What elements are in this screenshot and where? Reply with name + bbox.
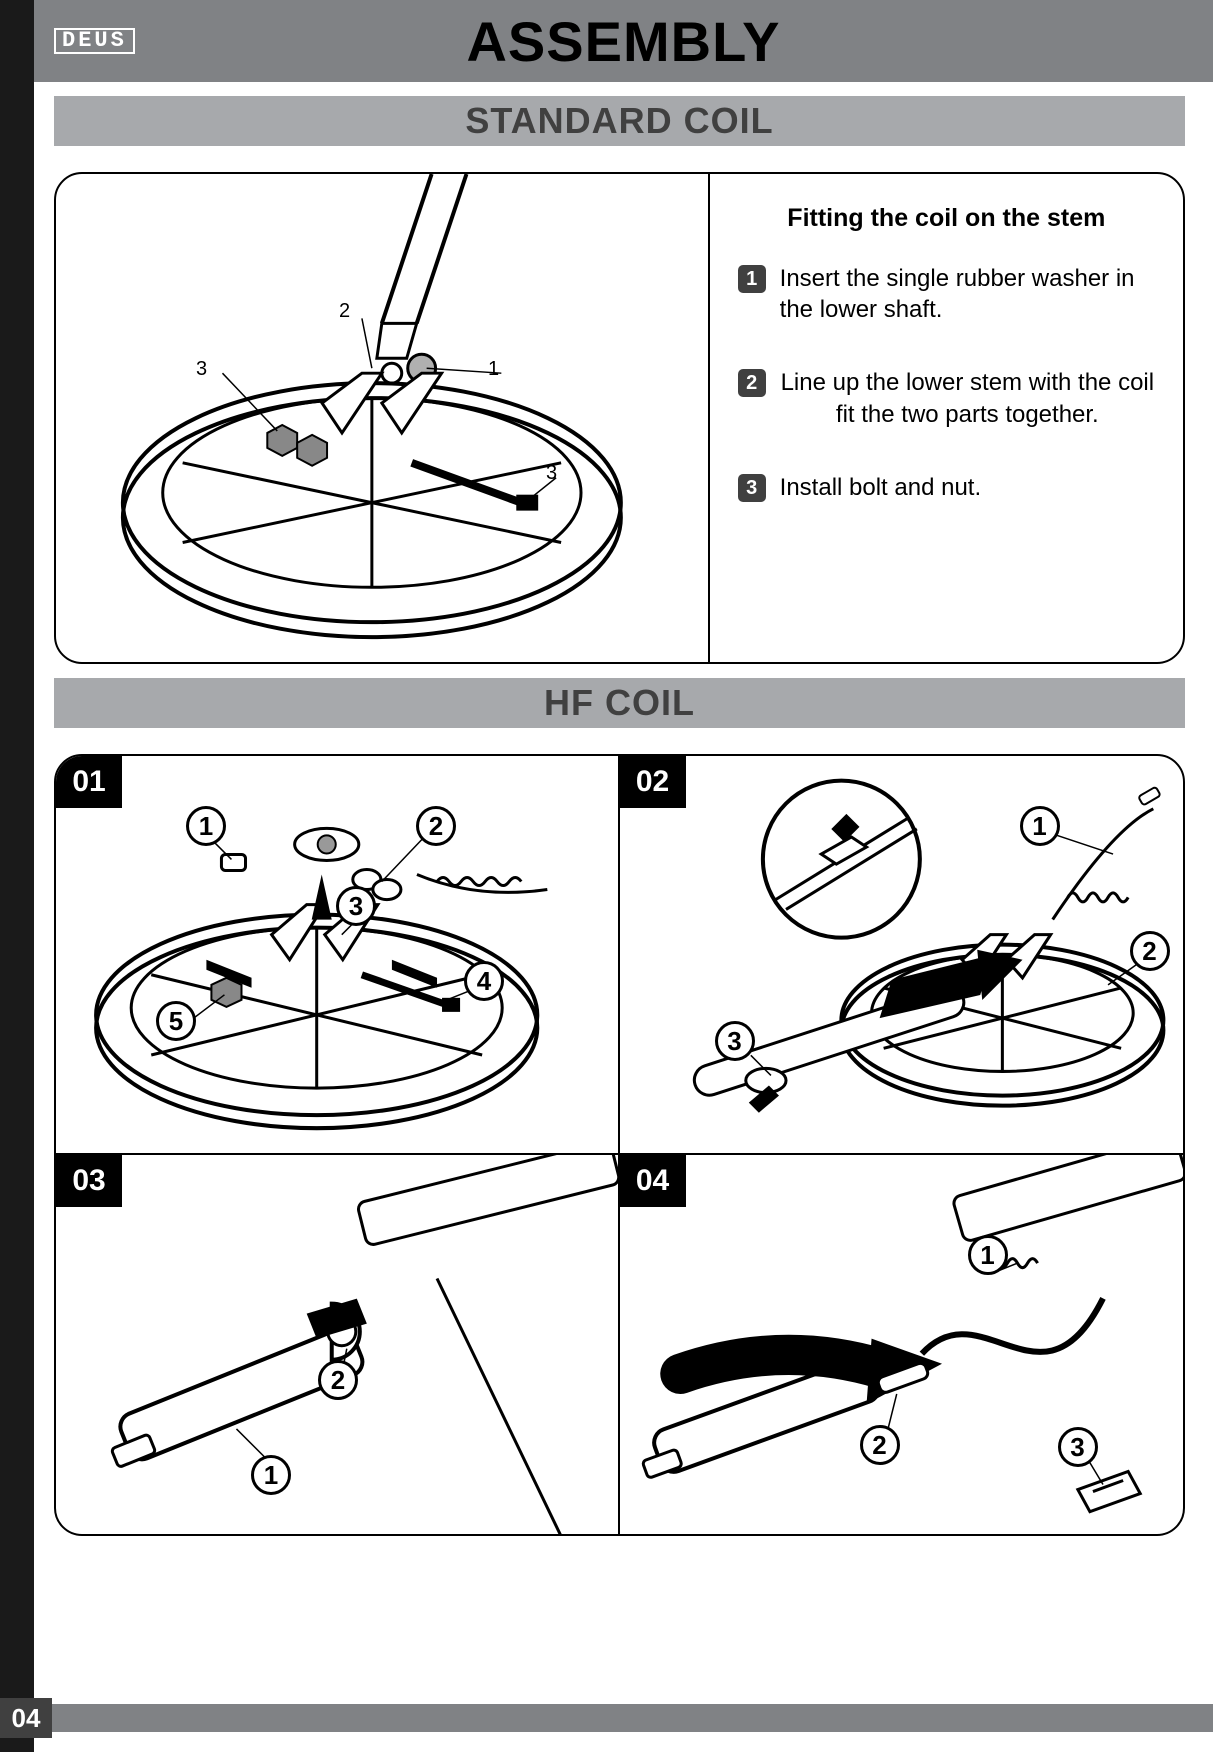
callout-04-2: 2	[860, 1425, 900, 1465]
left-margin-bar	[0, 0, 34, 1752]
standard-coil-instructions: Fitting the coil on the stem 1 Insert th…	[710, 174, 1183, 662]
diagram-label-2: 2	[339, 300, 350, 323]
callout-04-1: 1	[968, 1235, 1008, 1275]
callout-01-3: 3	[336, 886, 376, 926]
callout-01-2: 2	[416, 806, 456, 846]
section-heading-standard: STANDARD COIL	[54, 96, 1185, 146]
step-text-3: Install bolt and nut.	[780, 472, 981, 503]
diagram-label-3a: 3	[196, 358, 207, 381]
page-title: ASSEMBLY	[466, 9, 780, 74]
panel-number-03: 03	[56, 1155, 122, 1207]
brand-logo: DĒUS	[54, 28, 135, 54]
callout-02-1: 1	[1020, 806, 1060, 846]
diagram-label-3b: 3	[546, 462, 557, 485]
step-badge-1: 1	[738, 265, 766, 293]
hf-diagram-03	[56, 1155, 618, 1536]
step-1: 1 Insert the single rubber washer in the…	[738, 263, 1155, 325]
hf-panel-02: 02	[620, 756, 1184, 1155]
page-number: 04	[0, 1698, 52, 1738]
callout-02-2: 2	[1130, 931, 1170, 971]
page-inner: STANDARD COIL	[34, 96, 1213, 1536]
panel-number-01: 01	[56, 756, 122, 808]
hf-coil-figure-box: 01	[54, 754, 1185, 1536]
page-content: DĒUS ASSEMBLY STANDARD COIL	[34, 0, 1213, 1536]
coil-illustration	[56, 174, 708, 662]
callout-04-3: 3	[1058, 1427, 1098, 1467]
callout-02-3: 3	[715, 1021, 755, 1061]
step-text-1: Insert the single rubber washer in the l…	[780, 263, 1155, 325]
step-text-2: Line up the lower stem with the coil fit…	[780, 367, 1155, 429]
hf-diagram-02	[620, 756, 1184, 1153]
logo-text: DĒUS	[54, 28, 135, 54]
title-banner: DĒUS ASSEMBLY	[34, 0, 1213, 82]
diagram-label-1: 1	[488, 358, 499, 381]
standard-coil-figure-box: 3 2 1 3 Fitting the coil on the stem 1 I…	[54, 172, 1185, 664]
hf-diagram-01	[56, 756, 618, 1153]
section-heading-hf: HF COIL	[54, 678, 1185, 728]
panel-number-02: 02	[620, 756, 686, 808]
step-3: 3 Install bolt and nut.	[738, 472, 1155, 503]
step-badge-3: 3	[738, 474, 766, 502]
callout-01-1: 1	[186, 806, 226, 846]
hf-panel-01: 01	[56, 756, 620, 1155]
panel-number-04: 04	[620, 1155, 686, 1207]
hf-panel-04: 04	[620, 1155, 1184, 1536]
hf-diagram-04	[620, 1155, 1184, 1536]
callout-01-4: 4	[464, 961, 504, 1001]
hf-panel-03: 03 1 2	[56, 1155, 620, 1536]
standard-coil-diagram: 3 2 1 3	[56, 174, 710, 662]
step-2: 2 Line up the lower stem with the coil f…	[738, 367, 1155, 429]
instructions-heading: Fitting the coil on the stem	[738, 204, 1155, 233]
footer-bar	[0, 1704, 1213, 1732]
step-badge-2: 2	[738, 369, 766, 397]
callout-01-5: 5	[156, 1001, 196, 1041]
